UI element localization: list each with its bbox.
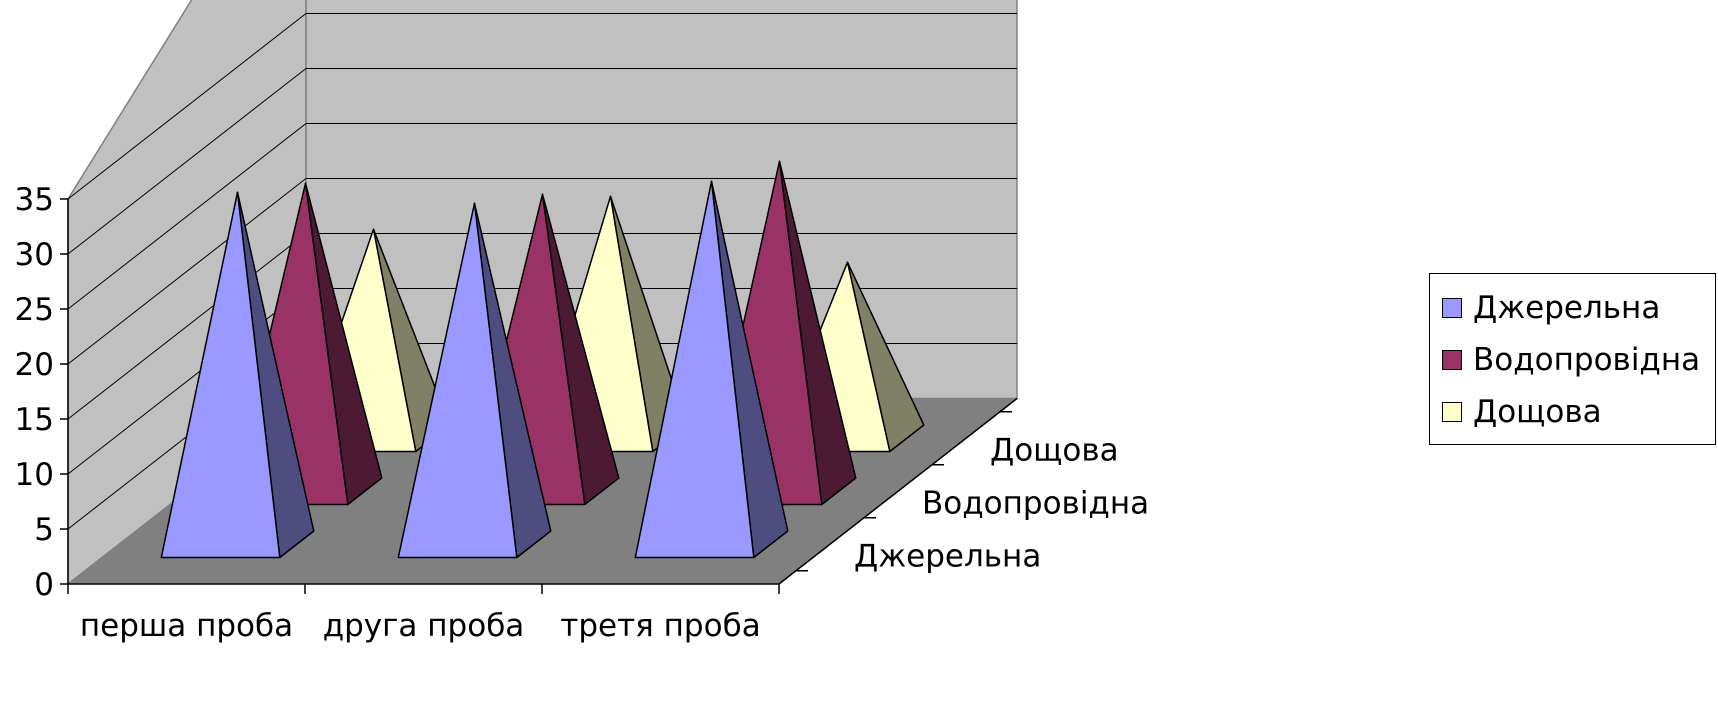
depth-tick-label: Дощова: [990, 432, 1119, 468]
pyramid-bar: [397, 202, 552, 559]
y-tick-label: 10: [15, 457, 54, 493]
y-tick-label: 20: [15, 347, 54, 383]
legend-swatch: [1442, 402, 1462, 422]
chart-marks: [160, 160, 925, 559]
depth-tick-label: Водопровідна: [922, 485, 1149, 521]
depth-tick-label: Джерельна: [854, 538, 1041, 574]
pyramid-front-face: [160, 191, 281, 559]
pyramid-front-face: [397, 202, 518, 559]
gridline-side: [67, 68, 307, 255]
legend-swatch: [1442, 350, 1462, 370]
legend-item-vodoprovidna: Водопровідна: [1442, 342, 1700, 378]
gridline-side: [67, 123, 307, 310]
legend-label: Дощова: [1473, 394, 1602, 430]
y-tick-label: 25: [15, 292, 54, 328]
legend-label: Джерельна: [1473, 290, 1661, 326]
pyramid-bar: [160, 191, 315, 559]
gridline-side: [67, 13, 307, 200]
legend-item-doshchova: Дощова: [1442, 394, 1602, 430]
x-tick-label: перша проба: [80, 608, 293, 644]
depth-axis-line: [778, 397, 1018, 585]
y-tick-label: 35: [15, 182, 54, 218]
gridline-side: [67, 178, 307, 365]
chart-axes: [60, 198, 1018, 594]
chart-labels: 0 5 10 15 20 25 30 35 перша проба друга проба трет…: [15, 182, 1150, 644]
y-tick-label: 5: [34, 512, 54, 548]
pyramid-bar: [634, 180, 789, 559]
y-tick-label: 0: [34, 567, 54, 603]
x-tick-label: друга проба: [323, 608, 525, 644]
legend-label: Водопровідна: [1473, 342, 1701, 378]
pyramid-front-face: [634, 180, 755, 559]
chart-legend: Джерельна Водопровідна Дощова: [1429, 273, 1716, 445]
y-tick-label: 30: [15, 237, 54, 273]
legend-swatch: [1442, 298, 1462, 318]
y-tick-label: 15: [15, 402, 54, 438]
legend-item-dzherelna: Джерельна: [1442, 290, 1660, 326]
gridline-side: [67, 233, 307, 420]
x-tick-label: третя проба: [560, 608, 760, 644]
